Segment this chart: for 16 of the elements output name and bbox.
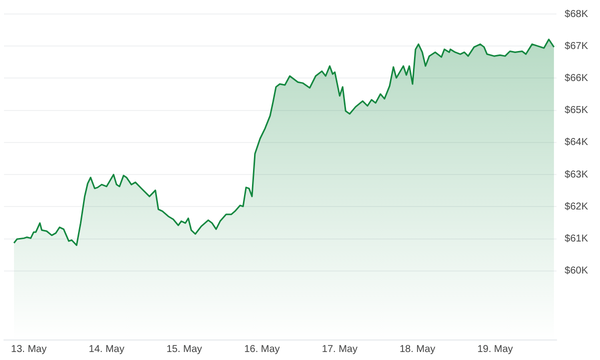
y-tick-label: $64K: [564, 137, 588, 148]
y-tick-label: $66K: [564, 72, 588, 84]
x-tick-label: 16. May: [244, 344, 280, 355]
x-tick-label: 15. May: [166, 344, 202, 355]
y-tick-label: $62K: [564, 201, 588, 212]
y-tick-label: $68K: [564, 8, 588, 20]
y-tick-label: $63K: [564, 169, 588, 180]
y-tick-label: $65K: [564, 105, 588, 116]
x-tick-label: 14. May: [88, 344, 124, 355]
y-tick-label: $61K: [564, 234, 588, 245]
y-tick-label: $60K: [564, 266, 588, 277]
x-tick-label: 17. May: [322, 344, 358, 355]
x-tick-label: 18. May: [400, 344, 436, 355]
y-tick-label: $67K: [564, 40, 588, 52]
x-tick-label: 19. May: [477, 344, 513, 355]
x-tick-label: 13. May: [11, 344, 47, 355]
